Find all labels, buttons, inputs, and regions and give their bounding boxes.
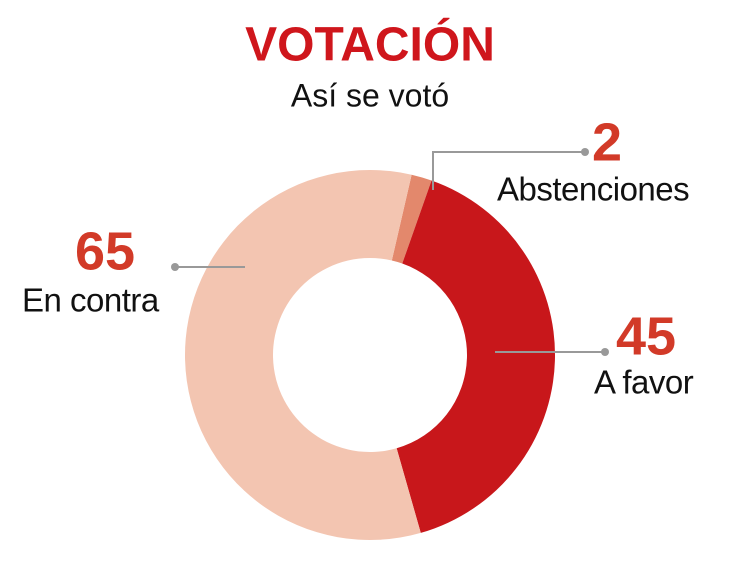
value-label: 45 (616, 306, 676, 366)
chart-subtitle: Así se votó (291, 77, 449, 113)
value-label: 65 (75, 221, 135, 281)
leader-dot (171, 263, 179, 271)
leader-dot (581, 148, 589, 156)
leader-line (432, 151, 585, 190)
category-label: A favor (594, 364, 694, 401)
donut-slice (185, 169, 421, 540)
category-label: En contra (22, 282, 160, 319)
donut-slice (391, 174, 432, 264)
category-label: Abstenciones (497, 171, 689, 208)
leader-dot (601, 348, 609, 356)
chart-title: VOTACIÓN (245, 17, 495, 72)
value-label: 2 (592, 112, 622, 172)
donut-slice (396, 180, 555, 533)
